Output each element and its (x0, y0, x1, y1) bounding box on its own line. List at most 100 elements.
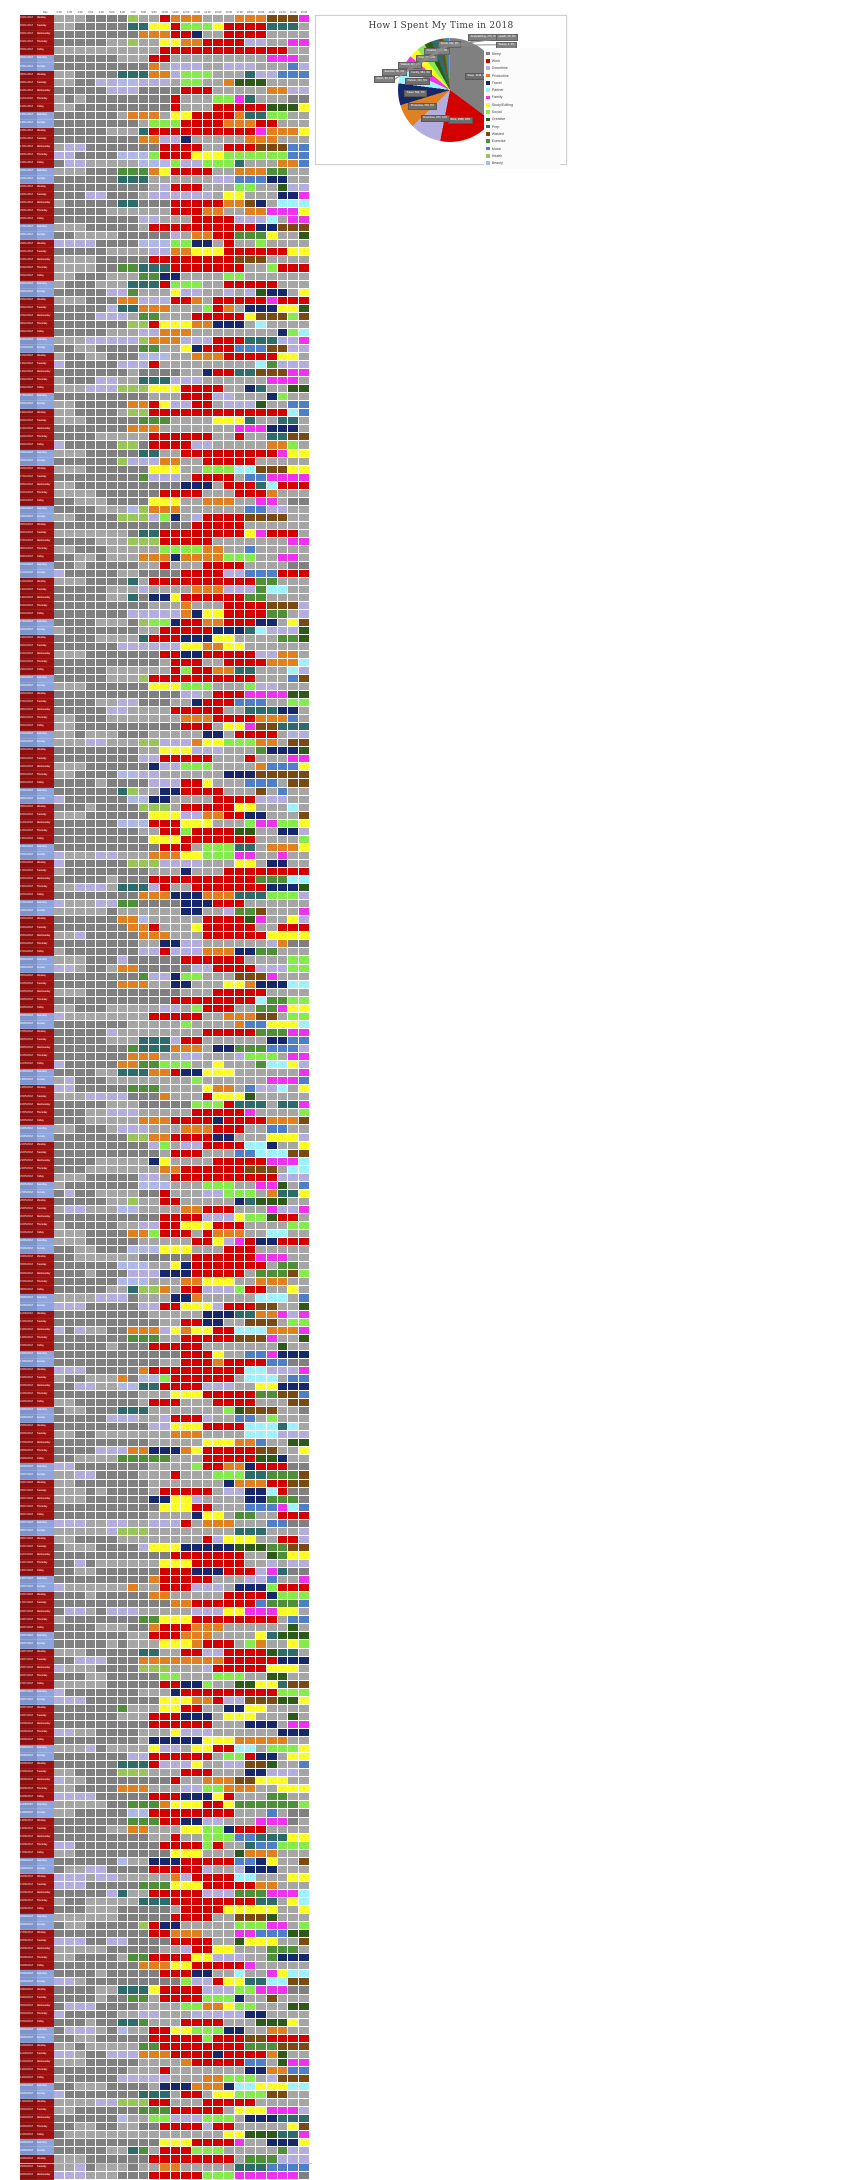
schedule-cell[interactable]: 1 (244, 119, 257, 128)
schedule-cell[interactable]: 1 (148, 263, 160, 273)
schedule-cell[interactable]: 1 (287, 119, 299, 128)
schedule-cell[interactable]: 1 (212, 762, 225, 772)
row-date-cell[interactable]: 17/01/2018 (20, 143, 37, 152)
schedule-cell[interactable]: 1 (223, 62, 235, 72)
schedule-cell[interactable]: 1 (138, 38, 150, 48)
schedule-cell[interactable]: 1 (223, 352, 235, 362)
schedule-cell[interactable]: 1 (95, 626, 107, 635)
schedule-cell[interactable]: 1 (277, 280, 289, 289)
schedule-cell[interactable]: 1 (298, 674, 311, 683)
schedule-cell[interactable]: 1 (159, 787, 171, 796)
schedule-cell[interactable]: 1 (212, 473, 225, 482)
schedule-cell[interactable]: 1 (85, 215, 97, 225)
schedule-cell[interactable]: 1 (277, 698, 289, 708)
schedule-cell[interactable]: 1 (202, 167, 214, 176)
schedule-cell[interactable]: 1 (191, 207, 203, 217)
schedule-cell[interactable]: 1 (148, 521, 160, 531)
schedule-cell[interactable]: 1 (159, 62, 171, 72)
schedule-cell[interactable]: 1 (223, 304, 235, 313)
schedule-cell[interactable]: 1 (95, 778, 107, 788)
schedule-cell[interactable]: 1 (223, 424, 235, 434)
schedule-cell[interactable]: 1 (95, 304, 107, 313)
schedule-cell[interactable]: 1 (117, 440, 129, 450)
schedule-cell[interactable]: 1 (95, 489, 107, 498)
schedule-cell[interactable]: 1 (223, 111, 235, 120)
schedule-cell[interactable]: 1 (202, 183, 214, 193)
schedule-cell[interactable]: 1 (64, 70, 76, 80)
schedule-cell[interactable]: 1 (95, 103, 107, 112)
schedule-cell[interactable]: 1 (277, 529, 289, 539)
schedule-cell[interactable]: 1 (266, 561, 278, 571)
schedule-cell[interactable]: 1 (138, 730, 150, 740)
schedule-cell[interactable]: 1 (159, 207, 171, 217)
schedule-cell[interactable]: 1 (127, 449, 139, 458)
schedule-cell[interactable]: 1 (298, 593, 311, 603)
schedule-cell[interactable]: 1 (266, 280, 278, 289)
schedule-cell[interactable]: 1 (212, 255, 225, 265)
schedule-cell[interactable]: 1 (298, 199, 311, 209)
schedule-cell[interactable]: 1 (106, 239, 118, 249)
schedule-cell[interactable]: 1 (85, 207, 97, 217)
table-row[interactable]: 18/03/2018 Sunday 1 1 1 1 1 1 1 1 1 1 1 1 1 1 1 1 1 1 1 1 1 1 1 1 (20, 626, 311, 635)
schedule-cell[interactable]: 1 (244, 658, 257, 667)
schedule-cell[interactable]: 1 (95, 30, 107, 40)
schedule-cell[interactable]: 1 (64, 54, 76, 64)
schedule-cell[interactable]: 1 (54, 770, 65, 780)
schedule-cell[interactable]: 1 (74, 151, 86, 160)
schedule-cell[interactable]: 1 (106, 609, 118, 619)
schedule-cell[interactable]: 1 (191, 86, 203, 96)
schedule-cell[interactable]: 1 (212, 312, 225, 321)
schedule-cell[interactable]: 1 (202, 440, 214, 450)
schedule-cell[interactable]: 1 (202, 553, 214, 563)
schedule-cell[interactable]: 1 (255, 86, 267, 96)
schedule-cell[interactable]: 1 (159, 328, 171, 337)
schedule-cell[interactable]: 1 (127, 481, 139, 490)
schedule-cell[interactable]: 1 (54, 682, 65, 691)
schedule-cell[interactable]: 1 (277, 537, 289, 547)
schedule-cell[interactable]: 1 (277, 505, 289, 514)
schedule-cell[interactable]: 1 (234, 30, 246, 40)
schedule-cell[interactable]: 1 (64, 127, 76, 136)
schedule-cell[interactable]: 1 (277, 384, 289, 394)
schedule-cell[interactable]: 1 (191, 545, 203, 555)
schedule-cell[interactable]: 1 (54, 601, 65, 611)
schedule-cell[interactable]: 1 (170, 183, 182, 193)
schedule-cell[interactable]: 1 (148, 666, 160, 675)
schedule-cell[interactable]: 1 (277, 770, 289, 780)
schedule-cell[interactable]: 1 (234, 86, 246, 96)
schedule-cell[interactable]: 1 (212, 263, 225, 273)
schedule-cell[interactable]: 1 (234, 529, 246, 539)
schedule-cell[interactable]: 1 (170, 143, 182, 152)
schedule-cell[interactable]: 1 (117, 408, 129, 418)
schedule-cell[interactable]: 1 (170, 754, 182, 764)
schedule-cell[interactable]: 1 (138, 304, 150, 313)
schedule-cell[interactable]: 1 (127, 231, 139, 241)
schedule-cell[interactable]: 1 (95, 280, 107, 289)
schedule-cell[interactable]: 1 (212, 698, 225, 708)
schedule-cell[interactable]: 1 (191, 408, 203, 418)
schedule-cell[interactable]: 1 (85, 545, 97, 555)
schedule-cell[interactable]: 1 (266, 738, 278, 748)
row-date-cell[interactable]: 26/01/2018 (20, 215, 37, 225)
schedule-cell[interactable]: 1 (170, 746, 182, 756)
row-day-cell[interactable]: Monday (36, 465, 55, 474)
schedule-cell[interactable]: 1 (106, 473, 118, 482)
schedule-cell[interactable]: 1 (148, 537, 160, 547)
schedule-cell[interactable]: 1 (234, 762, 246, 772)
schedule-cell[interactable]: 1 (54, 537, 65, 547)
schedule-cell[interactable]: 1 (287, 360, 299, 370)
schedule-cell[interactable]: 1 (74, 38, 86, 48)
schedule-cell[interactable]: 1 (159, 191, 171, 201)
schedule-cell[interactable]: 1 (148, 143, 160, 152)
schedule-cell[interactable]: 1 (54, 432, 65, 442)
schedule-cell[interactable]: 1 (64, 296, 76, 305)
schedule-cell[interactable]: 1 (64, 183, 76, 193)
table-row[interactable]: 28/02/2018 Wednesday 1 1 1 1 1 1 1 1 1 1 1 1 1 1 1 1 1 1 1 1 1… (20, 481, 311, 490)
schedule-cell[interactable]: 1 (212, 247, 225, 257)
schedule-cell[interactable]: 1 (117, 223, 129, 233)
schedule-cell[interactable]: 1 (85, 384, 97, 394)
schedule-cell[interactable]: 1 (170, 360, 182, 370)
schedule-cell[interactable]: 1 (202, 46, 214, 56)
schedule-cell[interactable]: 1 (277, 682, 289, 691)
schedule-cell[interactable]: 1 (138, 465, 150, 474)
